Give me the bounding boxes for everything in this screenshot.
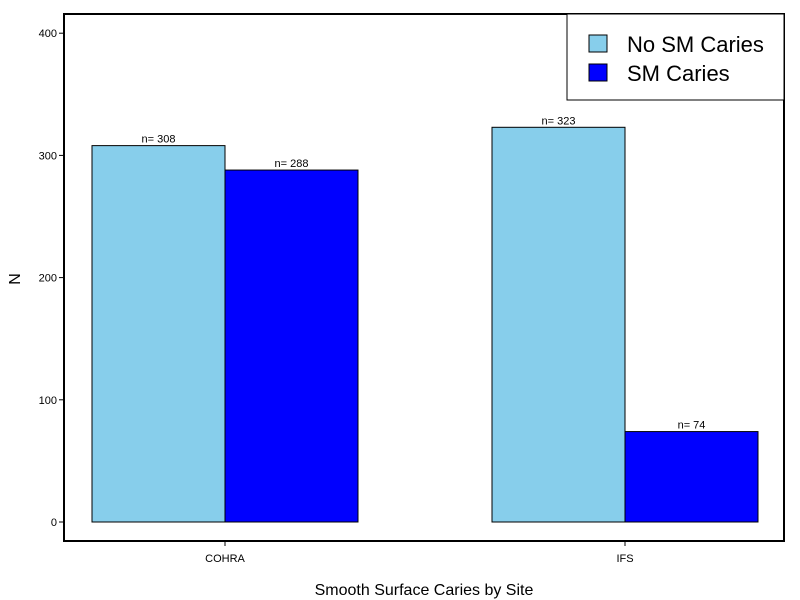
y-axis: 0 100 200 300 400 — [39, 28, 64, 529]
x-tick-label: COHRA — [205, 553, 245, 565]
legend-swatch — [588, 63, 608, 82]
bar-labels-layer: n= 308 n= 288 n= 323 n= 74 — [142, 115, 706, 431]
bar-value-label: n= 308 — [142, 134, 176, 146]
bars-layer — [91, 126, 759, 523]
legend-box — [566, 13, 785, 101]
bar-value-label: n= 74 — [678, 420, 706, 432]
bar-value-label: n= 323 — [542, 115, 576, 127]
x-tick-label: IFS — [616, 553, 633, 565]
y-tick-label: 100 — [39, 395, 57, 407]
y-tick-label: 400 — [39, 28, 57, 40]
y-tick-label: 200 — [39, 273, 57, 285]
legend-label: No SM Caries — [627, 32, 764, 57]
legend: No SM Caries SM Caries — [566, 13, 785, 101]
plot-frame — [63, 13, 785, 542]
y-tick-label: 0 — [51, 517, 57, 529]
legend-swatch — [588, 34, 608, 53]
bar-value-label: n= 288 — [275, 158, 309, 170]
bar-ifs-sm-caries — [624, 431, 759, 523]
y-tick-label: 300 — [39, 150, 57, 162]
legend-label: SM Caries — [627, 61, 730, 86]
bar-cohra-sm-caries — [224, 169, 359, 523]
y-axis-title: N — [7, 273, 24, 285]
x-axis: COHRA IFS — [205, 541, 634, 565]
x-axis-title: Smooth Surface Caries by Site — [315, 582, 534, 599]
bar-ifs-no-sm-caries — [491, 126, 626, 523]
bar-cohra-no-sm-caries — [91, 145, 226, 523]
